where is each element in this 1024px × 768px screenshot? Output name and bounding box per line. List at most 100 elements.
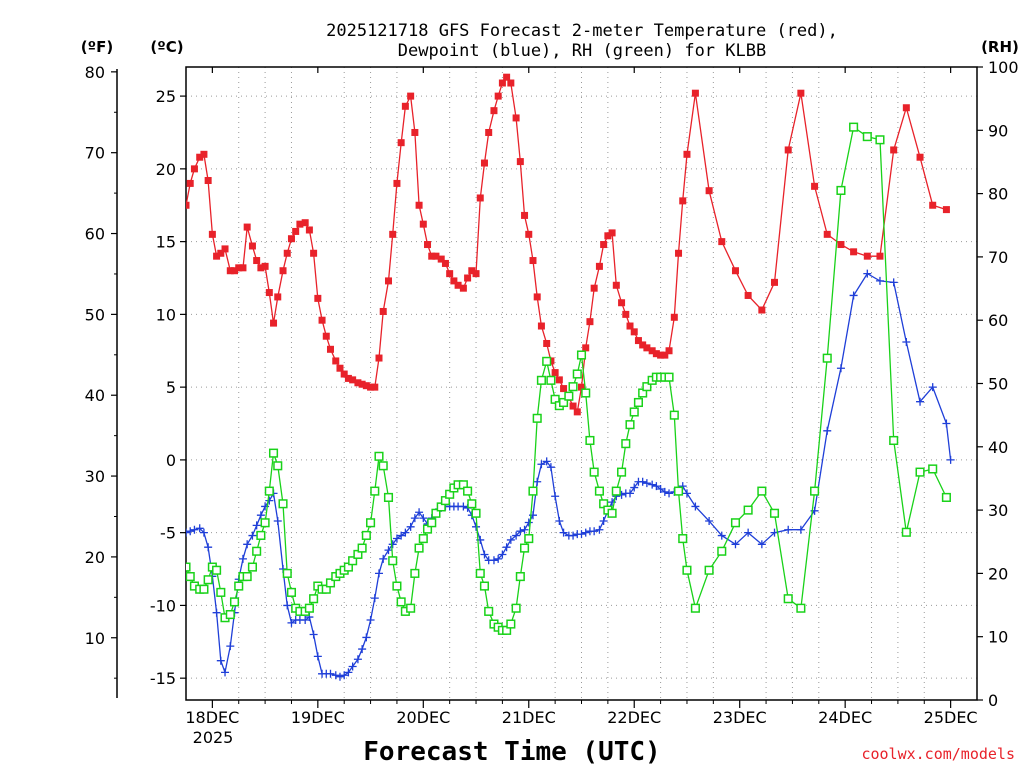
rh-point xyxy=(559,397,569,408)
axis-f-unit-label: (ºF) xyxy=(81,38,113,56)
temperature-point xyxy=(578,383,585,391)
rh-point xyxy=(617,467,627,477)
dewpoint-point xyxy=(494,554,503,563)
temperature-series xyxy=(186,73,950,416)
axes: 80706050403020102520151050-5-10-15100908… xyxy=(85,58,1019,727)
rh-point xyxy=(901,527,911,537)
temperature-point xyxy=(529,257,537,265)
rh-line xyxy=(186,126,947,632)
dewpoint-point xyxy=(626,489,635,498)
dewpoint-point xyxy=(823,426,832,435)
temperature-point xyxy=(634,337,642,345)
x-axis-tick-label: 23DEC xyxy=(713,708,767,727)
rh-point xyxy=(471,508,481,518)
dewpoint-point xyxy=(757,540,766,549)
rh-point xyxy=(519,543,530,553)
dewpoint-series xyxy=(186,269,955,681)
dewpoint-point xyxy=(796,525,805,534)
temperature-point xyxy=(332,357,340,365)
x-axis-tick-label: 22DEC xyxy=(607,708,661,727)
temperature-point xyxy=(718,238,726,246)
dewpoint-point xyxy=(283,601,292,610)
axis-c-tick-label: 5 xyxy=(166,378,176,397)
temperature-point xyxy=(393,179,401,187)
temperature-point xyxy=(573,408,581,416)
temperature-point xyxy=(679,197,687,205)
rh-point xyxy=(717,546,727,556)
dewpoint-point xyxy=(577,530,586,539)
temperature-point xyxy=(441,259,449,267)
rh-point xyxy=(576,350,587,360)
temperature-point xyxy=(503,73,511,81)
rh-point xyxy=(286,587,297,597)
rh-point xyxy=(589,467,599,477)
temperature-point xyxy=(239,264,247,272)
temperature-point xyxy=(283,249,291,257)
rh-point xyxy=(536,375,546,385)
axis-rh-tick-label: 0 xyxy=(988,691,998,710)
temperature-point xyxy=(758,306,766,314)
rh-point xyxy=(273,461,283,471)
dewpoint-point xyxy=(195,524,204,533)
temperature-point xyxy=(301,219,309,227)
dewpoint-point xyxy=(186,527,195,536)
temperature-point xyxy=(362,382,370,390)
temperature-point xyxy=(415,201,423,209)
x-axis-tick-label: 24DEC xyxy=(818,708,872,727)
rh-point xyxy=(268,448,279,458)
axis-f-tick-label: 60 xyxy=(85,225,105,244)
dewpoint-point xyxy=(502,543,511,552)
rh-point xyxy=(252,546,262,556)
dewpoint-point xyxy=(660,487,669,496)
temperature-point xyxy=(296,220,304,228)
temperature-point xyxy=(437,255,445,263)
temperature-point xyxy=(190,165,198,173)
temperature-point xyxy=(916,153,924,161)
dewpoint-point xyxy=(344,668,353,677)
dewpoint-point xyxy=(362,633,371,642)
temperature-point xyxy=(595,262,603,270)
temperature-point xyxy=(411,128,419,136)
rh-point xyxy=(836,185,846,195)
axis-f-tick-label: 10 xyxy=(85,629,105,648)
dewpoint-point xyxy=(691,502,700,511)
rh-point xyxy=(309,594,319,604)
dewpoint-point xyxy=(916,397,925,406)
dewpoint-point xyxy=(559,528,568,537)
rh-point xyxy=(467,499,477,509)
axis-f-tick-label: 50 xyxy=(85,305,105,324)
rh-point xyxy=(730,518,741,528)
dewpoint-point xyxy=(309,630,318,639)
temperature-point xyxy=(287,235,295,243)
temperature-point xyxy=(731,267,739,275)
rh-point xyxy=(581,388,591,398)
rh-point xyxy=(822,353,832,363)
rh-point xyxy=(532,413,542,423)
temperature-point xyxy=(204,177,212,185)
temperature-point xyxy=(279,267,287,275)
axis-rh-unit-label: (RH) xyxy=(981,38,1019,56)
dewpoint-point xyxy=(595,525,604,534)
temperature-point xyxy=(600,241,608,249)
rh-point xyxy=(186,562,191,572)
dewpoint-point xyxy=(313,652,322,661)
dewpoint-point xyxy=(784,525,793,534)
rh-point xyxy=(256,530,266,540)
rh-point xyxy=(304,603,314,613)
rh-point xyxy=(378,461,388,471)
temperature-point xyxy=(472,270,480,278)
rh-point xyxy=(348,556,358,566)
temperature-point xyxy=(498,79,506,87)
temperature-point xyxy=(389,230,397,238)
dewpoint-point xyxy=(212,608,221,617)
temperature-point xyxy=(384,277,392,285)
temperature-point xyxy=(213,252,221,260)
temperature-point xyxy=(226,267,234,275)
dewpoint-point xyxy=(849,291,858,300)
temperature-point xyxy=(446,270,454,278)
rh-point xyxy=(264,486,274,496)
dewpoint-point xyxy=(216,656,225,665)
dewpoint-point xyxy=(902,338,911,347)
temperature-point xyxy=(771,278,779,286)
temperature-point xyxy=(648,347,656,355)
